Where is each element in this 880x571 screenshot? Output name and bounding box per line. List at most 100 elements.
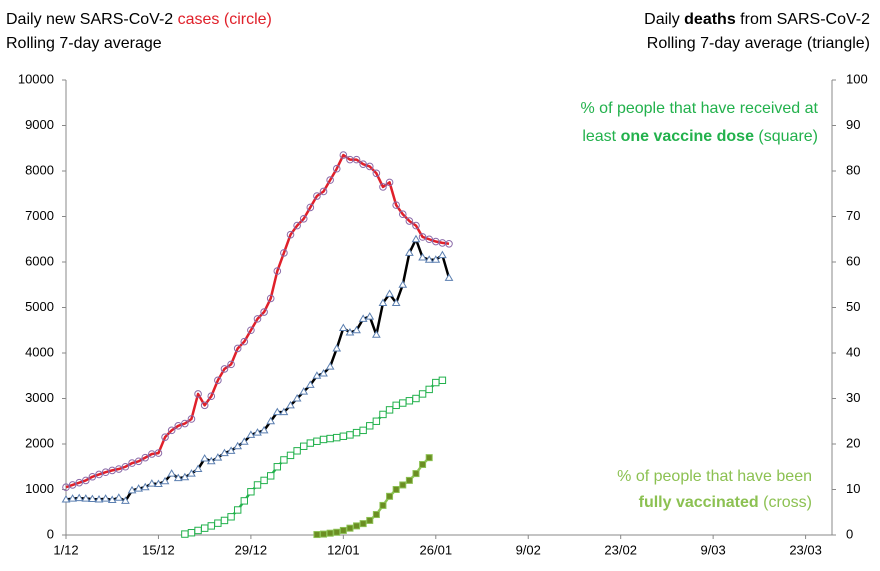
- marker: [273, 267, 282, 275]
- marker: [181, 530, 189, 538]
- marker: [313, 531, 321, 539]
- marker: [313, 437, 321, 445]
- marker: [121, 496, 130, 504]
- marker: [286, 230, 295, 239]
- marker: [280, 249, 288, 257]
- marker: [379, 183, 387, 191]
- marker: [88, 494, 97, 503]
- marker: [127, 485, 137, 494]
- marker: [378, 298, 388, 306]
- marker: [181, 419, 189, 428]
- annotation-full: % of people that have been fully vaccina…: [617, 468, 812, 511]
- marker: [372, 169, 381, 178]
- x-tick-label: 23/03: [789, 542, 822, 557]
- marker: [94, 495, 104, 503]
- marker: [359, 160, 367, 168]
- marker: [305, 380, 315, 388]
- marker: [247, 326, 255, 335]
- y-tick-label: 8000: [25, 162, 54, 177]
- marker: [200, 401, 209, 410]
- marker: [273, 463, 282, 471]
- marker: [412, 221, 420, 230]
- marker: [345, 328, 355, 336]
- annotation-part: least: [582, 128, 620, 145]
- y-tick-label: 7000: [25, 208, 54, 223]
- marker: [207, 392, 216, 401]
- y-tick-label: 5000: [25, 299, 54, 314]
- series: [61, 234, 454, 504]
- marker: [365, 312, 375, 320]
- marker: [253, 428, 262, 436]
- marker: [240, 497, 248, 505]
- marker: [372, 511, 380, 519]
- marker: [359, 426, 367, 435]
- marker: [326, 529, 334, 537]
- marker: [101, 494, 110, 502]
- marker: [385, 178, 394, 187]
- marker: [280, 456, 288, 464]
- marker: [431, 255, 441, 263]
- marker: [300, 442, 308, 450]
- marker: [405, 476, 413, 484]
- marker: [286, 451, 295, 460]
- marker: [419, 460, 427, 468]
- marker: [167, 469, 177, 477]
- marker: [292, 394, 302, 402]
- annotation-line: fully vaccinated (cross): [639, 494, 812, 511]
- marker: [134, 457, 143, 466]
- marker: [405, 217, 414, 225]
- marker: [160, 476, 170, 485]
- series: [181, 376, 447, 538]
- marker: [68, 494, 77, 502]
- marker: [74, 493, 84, 502]
- marker: [358, 314, 368, 322]
- marker: [399, 481, 407, 489]
- marker: [379, 410, 387, 419]
- marker: [214, 519, 222, 527]
- marker: [75, 478, 84, 487]
- title-right-line2: Rolling 7-day average (triangle): [647, 35, 870, 52]
- marker: [319, 368, 328, 377]
- marker: [312, 371, 322, 379]
- y2-tick-label: 40: [846, 344, 860, 359]
- marker: [260, 308, 268, 316]
- annotation-line: % of people that have been: [617, 468, 812, 485]
- marker: [68, 481, 77, 489]
- marker: [392, 486, 400, 493]
- marker: [432, 378, 440, 387]
- marker: [371, 330, 381, 338]
- marker: [425, 235, 433, 244]
- marker: [140, 482, 150, 491]
- marker: [88, 472, 97, 481]
- title-right-line1: Daily deaths from SARS-CoV-2: [644, 11, 870, 28]
- y2-tick-label: 60: [846, 253, 860, 268]
- title-part: Daily: [644, 11, 684, 28]
- y2-tick-label: 30: [846, 390, 860, 405]
- annotation-vaccine: % of people that have received at least …: [581, 100, 819, 145]
- marker: [332, 343, 342, 352]
- marker: [272, 407, 282, 416]
- marker: [325, 362, 335, 370]
- marker: [167, 426, 176, 435]
- marker: [445, 240, 453, 248]
- marker: [180, 472, 190, 481]
- marker: [247, 488, 255, 496]
- annotation-part: fully vaccinated: [639, 494, 759, 511]
- y-tick-label: 3000: [25, 390, 54, 405]
- x-tick-label: 26/01: [420, 542, 453, 557]
- marker: [253, 481, 262, 489]
- marker: [82, 476, 90, 485]
- marker: [306, 203, 315, 212]
- annotation-line: % of people that have received at: [581, 100, 819, 117]
- marker: [398, 280, 408, 288]
- marker: [385, 289, 394, 297]
- marker: [267, 472, 275, 480]
- marker: [299, 387, 309, 395]
- annotation-part: one vaccine dose: [621, 128, 754, 145]
- title-part: from SARS-CoV-2: [736, 11, 870, 28]
- y-tick-label: 1000: [25, 481, 54, 496]
- marker: [187, 529, 196, 537]
- marker: [194, 390, 202, 398]
- marker: [233, 344, 242, 353]
- marker: [206, 456, 216, 465]
